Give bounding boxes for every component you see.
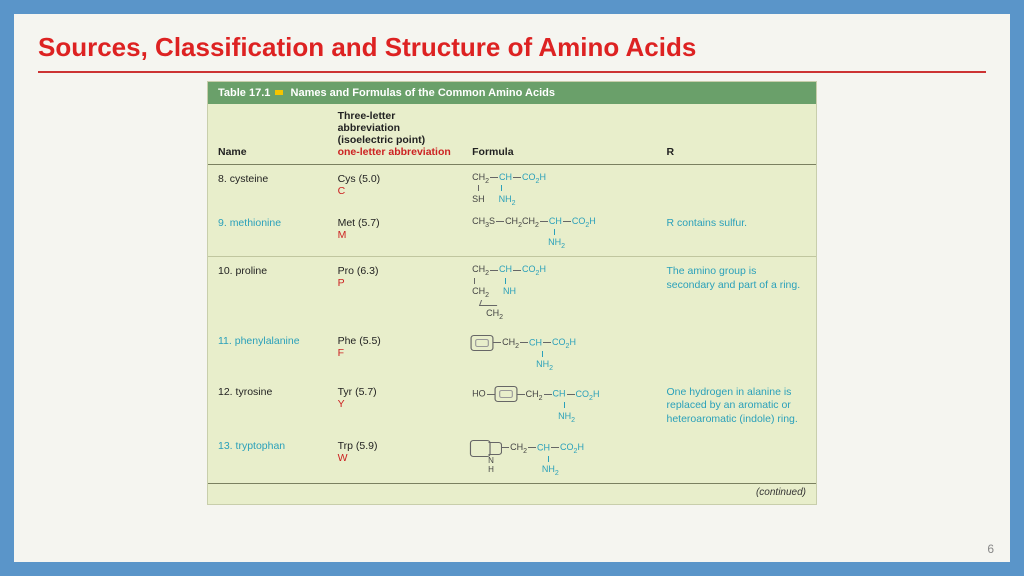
row-abbr: Cys (5.0) C — [338, 173, 473, 197]
table-row: 8. cysteine Cys (5.0) C CH2CHCO2H SHNH2 — [208, 165, 816, 209]
row-abbr: Phe (5.5) F — [338, 335, 473, 359]
row-name: 12. tyrosine — [218, 386, 338, 398]
caption-prefix: Table 17.1 — [218, 87, 270, 99]
row-formula: CH2CHCO2H CH2NH CH2 — [472, 265, 666, 320]
row-r-note: One hydrogen in alanine is replaced by a… — [666, 386, 806, 425]
page-title: Sources, Classification and Structure of… — [14, 14, 1010, 71]
row-r-note: The amino group is secondary and part of… — [666, 265, 806, 291]
row-abbr: Tyr (5.7) Y — [338, 386, 473, 410]
row-abbr: Trp (5.9) W — [338, 440, 473, 464]
amino-acid-table: Table 17.1 Names and Formulas of the Com… — [207, 81, 817, 505]
row-formula: HOCH2CHCO2H NH2 — [472, 386, 666, 424]
table-row: 10. proline Pro (6.3) P CH2CHCO2H CH2NH … — [208, 257, 816, 326]
row-name: 13. tryptophan — [218, 440, 338, 452]
row-formula: CH2CHCO2H SHNH2 — [472, 173, 666, 207]
header-abbr: Three-letter abbreviation (isoelectric p… — [338, 110, 473, 158]
table-header: Name Three-letter abbreviation (isoelect… — [208, 104, 816, 165]
title-divider — [38, 71, 986, 73]
header-formula: Formula — [472, 146, 666, 158]
page-number: 6 — [987, 542, 994, 556]
table-caption: Table 17.1 Names and Formulas of the Com… — [208, 82, 816, 104]
benzene-ring-icon — [471, 335, 494, 351]
caption-text: Names and Formulas of the Common Amino A… — [291, 87, 555, 99]
indole-ring-icon — [470, 440, 502, 456]
table-row: 13. tryptophan Trp (5.9) W CH2CHCO2H N H… — [208, 432, 816, 484]
row-formula: CH2CHCO2H NH2 — [472, 335, 666, 373]
slide-frame: Sources, Classification and Structure of… — [14, 14, 1010, 562]
row-name: 10. proline — [218, 265, 338, 277]
table-row: 12. tyrosine Tyr (5.7) Y HOCH2CHCO2H NH2… — [208, 378, 816, 431]
row-abbr: Met (5.7) M — [338, 217, 473, 241]
table-continued: (continued) — [208, 483, 816, 504]
row-formula: CH3SCH2CH2CHCO2H NH2 — [472, 217, 666, 251]
caption-bullet-icon — [275, 90, 283, 95]
benzene-ring-icon — [494, 386, 517, 402]
table-row: 9. methionine Met (5.7) M CH3SCH2CH2CHCO… — [208, 209, 816, 258]
row-r-note: R contains sulfur. — [666, 217, 806, 230]
header-r: R — [666, 146, 806, 158]
row-name: 8. cysteine — [218, 173, 338, 185]
row-name: 9. methionine — [218, 217, 338, 229]
row-formula: CH2CHCO2H N HNH2 — [472, 440, 666, 478]
row-name: 11. phenylalanine — [218, 335, 338, 347]
header-name: Name — [218, 146, 338, 158]
row-abbr: Pro (6.3) P — [338, 265, 473, 289]
table-row: 11. phenylalanine Phe (5.5) F CH2CHCO2H … — [208, 327, 816, 379]
